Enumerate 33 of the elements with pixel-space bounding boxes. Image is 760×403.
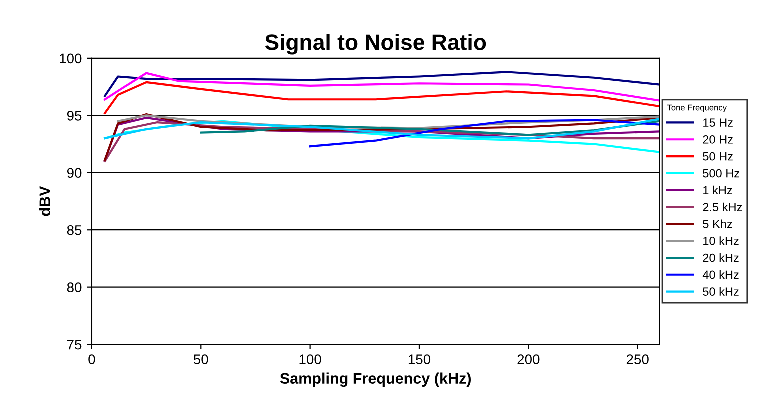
x-tick-label: 0: [88, 354, 96, 364]
x-tick-label: 100: [300, 354, 322, 364]
line-series: [104, 72, 660, 102]
line-series: [104, 118, 660, 140]
x-tick-label: 150: [408, 354, 431, 364]
y-tick-label: 85: [67, 225, 82, 236]
y-tick-label: 95: [67, 110, 82, 121]
legend-label: 2.5 kHz: [703, 202, 742, 212]
y-tick-label: 80: [67, 282, 82, 293]
x-axis-title: Sampling Frequency (kHz): [280, 372, 471, 388]
line-series: [200, 120, 660, 136]
legend-label: 15 Hz: [704, 118, 733, 127]
x-tick-label: 200: [518, 354, 540, 364]
legend-label: 50 Hz: [703, 152, 733, 161]
legend-label: 50 kHz: [703, 287, 739, 296]
chart-title: Signal to Noise Ratio: [265, 34, 486, 55]
line-series: [309, 119, 660, 148]
legend-label: 5 Khz: [703, 220, 732, 228]
legend-label: 40 kHz: [702, 270, 739, 280]
y-tick-label: 100: [60, 54, 82, 64]
legend-label: 20 kHz: [703, 254, 739, 262]
y-tick-label: 90: [67, 168, 82, 178]
x-tick-label: 50: [194, 354, 208, 364]
legend-label: 1 kHz: [704, 186, 732, 194]
y-axis-title: dBV: [39, 186, 50, 216]
legend-label: 10 kHz: [704, 236, 739, 246]
legend-title: Tone Frequency: [667, 104, 727, 112]
line-series: [104, 81, 660, 114]
legend-label: 20 Hz: [703, 136, 733, 144]
y-tick-label: 75: [68, 340, 82, 350]
line-series: [104, 71, 660, 98]
x-tick-label: 250: [626, 354, 649, 364]
legend-label: 500 Hz: [703, 169, 740, 178]
